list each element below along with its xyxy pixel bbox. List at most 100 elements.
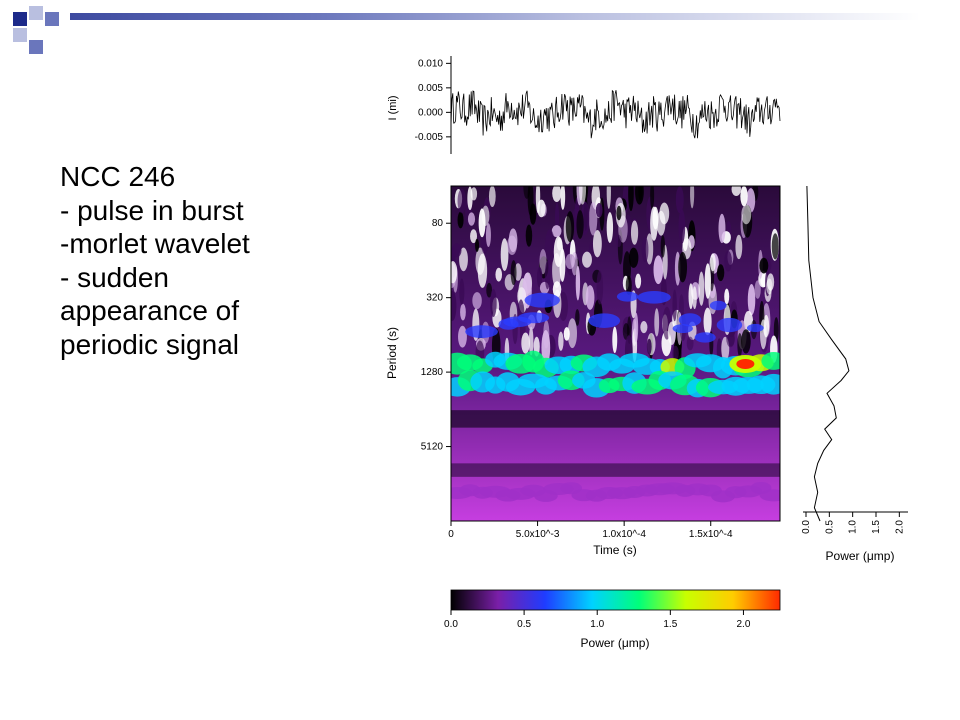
colorbar-tick-label: 2.0 xyxy=(736,619,750,630)
heatmap-cell xyxy=(637,290,671,304)
wavelet-figure: 0.010 0.005 0.000 -0.005 I (mi) 80 320 1280 51… xyxy=(374,36,924,662)
heatmap-cell xyxy=(653,255,664,285)
slide-text-line: appearance of xyxy=(60,295,240,326)
corner-square-light xyxy=(13,28,27,42)
heatmap-cell xyxy=(563,327,570,341)
heatmap-cell xyxy=(588,313,621,328)
heatmap-cell xyxy=(746,323,764,333)
heatmap-cell xyxy=(672,289,677,322)
heatmap-cell xyxy=(690,186,695,209)
heatmap-cell xyxy=(551,225,562,238)
heatmap-cell xyxy=(558,331,564,351)
heatmap-cell xyxy=(467,212,476,226)
heatmap-cell xyxy=(459,278,465,305)
heatmap-cell xyxy=(754,280,761,299)
heatmap-xtick-label: 1.5x10^-4 xyxy=(689,529,733,540)
heatmap-cell xyxy=(565,211,575,243)
heatmap-cell xyxy=(467,186,473,211)
heatmap-ytick-label: 320 xyxy=(426,293,443,304)
heatmap-band-cell xyxy=(451,410,780,428)
global-spectrum-xtick-label: 2.0 xyxy=(894,520,905,534)
slide-text-line: NCC 246 xyxy=(60,161,176,192)
heatmap-cell xyxy=(490,288,497,318)
global-spectrum-xtick-label: 1.5 xyxy=(871,520,882,534)
heatmap-band-cell xyxy=(451,463,780,477)
heatmap-cell xyxy=(747,284,756,316)
colorbar: 0.0 0.5 1.0 1.5 2.0 Power (μmp) xyxy=(444,589,781,650)
heatmap-cell xyxy=(527,186,534,217)
timeseries-panel: 0.010 0.005 0.000 -0.005 I (mi) xyxy=(387,56,781,154)
heatmap-cell xyxy=(686,336,694,351)
heatmap-cell xyxy=(517,287,527,306)
heatmap-cell xyxy=(640,321,648,334)
colorbar-tick-label: 1.5 xyxy=(663,619,677,630)
global-spectrum-xtick-label: 0.0 xyxy=(801,520,812,534)
timeseries-ylabel: I (mi) xyxy=(387,95,399,120)
heatmap-cell xyxy=(718,213,726,244)
title-accent-bar xyxy=(70,13,920,20)
slide-text-line: -morlet wavelet xyxy=(60,228,250,259)
heatmap-cell xyxy=(544,260,551,290)
heatmap-cell xyxy=(716,264,725,282)
timeseries-line xyxy=(450,89,781,139)
heatmap-cell xyxy=(735,234,743,260)
heatmap-cell xyxy=(660,235,666,258)
heatmap-cell xyxy=(459,247,468,272)
heatmap-cell xyxy=(555,202,560,233)
heatmap-cell xyxy=(560,186,566,210)
heatmap-cell xyxy=(678,251,688,283)
heatmap-cell xyxy=(675,186,684,214)
heatmap-cell xyxy=(678,313,702,327)
colorbar-gradient xyxy=(450,589,781,611)
heatmap-cell xyxy=(703,307,712,336)
heatmap-cell xyxy=(741,204,752,225)
heatmap-cell xyxy=(478,208,486,238)
heatmap-cell xyxy=(451,261,458,284)
heatmap-cell xyxy=(592,230,602,258)
heatmap-cell xyxy=(472,292,482,310)
heatmap-cell xyxy=(688,283,694,310)
heatmap-cell xyxy=(709,300,727,311)
heatmap-cell xyxy=(575,309,580,326)
heatmap-cell xyxy=(650,186,655,210)
wavelet-heatmap: 80 320 1280 5120 0 5.0x10^-3 1.0x10^-4 1.5x10^-… xyxy=(385,185,781,557)
heatmap-cell xyxy=(503,316,532,328)
heatmap-ytick-label: 5120 xyxy=(421,442,444,453)
colorbar-tick-label: 0.5 xyxy=(517,619,531,630)
global-spectrum-xtick-label: 0.5 xyxy=(824,520,835,534)
heatmap-cell xyxy=(694,332,716,343)
heatmap-cell xyxy=(552,186,562,203)
heatmap-ylabel: Period (s) xyxy=(385,327,399,379)
heatmap-cell xyxy=(635,186,644,205)
corner-square-mid xyxy=(29,40,43,54)
heatmap-cell xyxy=(615,234,622,247)
heatmap-cell xyxy=(507,235,517,256)
heatmap-cell xyxy=(553,236,564,267)
heatmap-cell xyxy=(525,224,533,247)
heatmap-cell xyxy=(495,267,503,282)
heatmap-cell xyxy=(760,319,767,350)
heatmap-cell xyxy=(528,326,534,356)
heatmap-cell xyxy=(567,318,578,349)
heatmap-cell xyxy=(500,238,509,271)
colorbar-tick-label: 0.0 xyxy=(444,619,458,630)
heatmap-cell xyxy=(652,206,659,230)
heatmap-cell xyxy=(585,285,595,310)
heatmap-cell xyxy=(710,253,716,272)
heatmap-cell xyxy=(541,329,551,366)
heatmap-cell xyxy=(588,201,598,236)
global-spectrum-xtick-label: 1.0 xyxy=(848,520,859,534)
heatmap-cell xyxy=(537,199,546,218)
wavelet-figure-svg: 0.010 0.005 0.000 -0.005 I (mi) 80 320 1280 51… xyxy=(385,56,908,650)
heatmap-frame xyxy=(450,185,781,522)
heatmap-cell xyxy=(656,210,666,236)
heatmap-cell xyxy=(667,321,676,346)
corner-square-dark xyxy=(13,12,27,26)
heatmap-cell xyxy=(737,332,743,357)
timeseries-ytick-label: 0.010 xyxy=(418,58,443,69)
slide-text-line: periodic signal xyxy=(60,328,239,360)
heatmap-cell xyxy=(625,275,632,295)
heatmap-xtick-label: 0 xyxy=(448,529,454,540)
colorbar-label: Power (μmp) xyxy=(581,636,650,650)
heatmap-cell xyxy=(606,212,614,243)
